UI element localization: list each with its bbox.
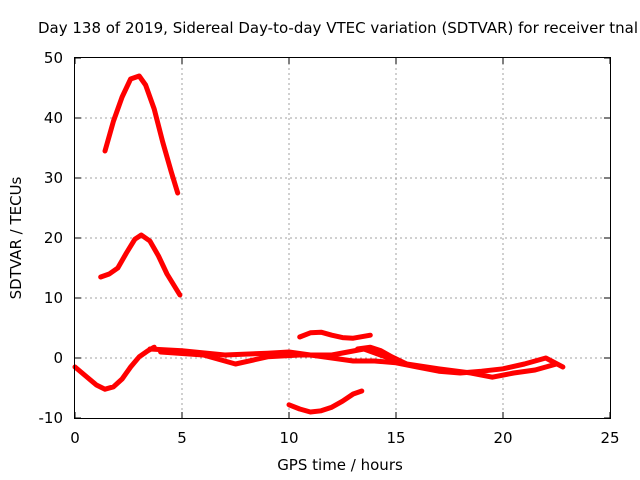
- y-tick-label: 50: [44, 49, 63, 67]
- x-axis-label: GPS time / hours: [277, 456, 403, 474]
- series-line-band-main-b: [158, 346, 559, 380]
- x-tick-label: 10: [279, 429, 298, 447]
- x-tick-label: 0: [70, 429, 80, 447]
- x-tick-label: 25: [600, 429, 619, 447]
- y-tick-label: -10: [39, 409, 64, 427]
- series-line-arc-high: [102, 73, 181, 196]
- chart-title: Day 138 of 2019, Sidereal Day-to-day VTE…: [38, 19, 638, 37]
- y-tick-label: 10: [44, 289, 63, 307]
- y-tick-label: 20: [44, 229, 63, 247]
- x-tick-label: 20: [493, 429, 512, 447]
- grid-lines: [75, 58, 610, 418]
- y-tick-label: 30: [44, 169, 63, 187]
- x-tick-label: 5: [177, 429, 187, 447]
- series-line-arc-11h-lower: [286, 388, 365, 415]
- y-axis-label: SDTVAR / TECUs: [7, 176, 25, 299]
- series-line-arc-11h-upper: [297, 329, 373, 341]
- y-tick-label: 40: [44, 109, 63, 127]
- series-line-arc-mid: [98, 232, 183, 298]
- series-line-arc-low-dip: [72, 344, 157, 392]
- series-line-arc-14h: [355, 344, 410, 367]
- y-tick-label: 0: [53, 349, 63, 367]
- plot-frame: [74, 57, 611, 419]
- axes: 0 5 10 15 20 25 -10 0 10 20 30 40 50: [39, 49, 620, 447]
- data-series: [72, 73, 566, 415]
- series-line-band-main-a: [147, 346, 566, 376]
- x-tick-label: 15: [386, 429, 405, 447]
